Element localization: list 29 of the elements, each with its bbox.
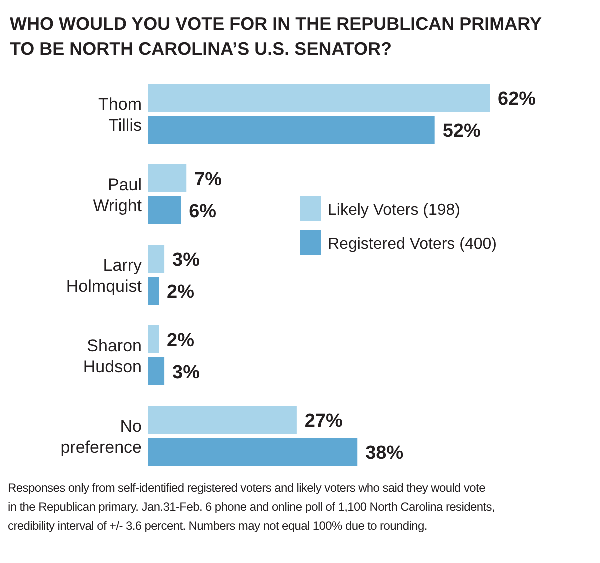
bar	[148, 326, 160, 354]
bar	[148, 406, 297, 434]
bar	[148, 164, 187, 192]
data-label: 6%	[189, 202, 217, 222]
y-tick-label: Larry Holmquist	[66, 256, 142, 296]
data-label: 3%	[172, 250, 200, 271]
y-tick-label: No preference	[60, 417, 142, 457]
bar	[148, 438, 358, 466]
bar	[148, 245, 165, 273]
y-tick-label: Paul Wright	[93, 176, 142, 216]
chart-title: WHO WOULD YOU VOTE FOR IN THE REPUBLICAN PRIMARY TO BE NORTH CAROLINA’S U.S. SENATOR?	[10, 14, 542, 59]
data-label: 2%	[167, 282, 195, 303]
data-label: 7%	[194, 170, 222, 190]
bar	[148, 84, 490, 112]
legend-label: Likely Voters (198)	[328, 202, 461, 219]
data-label: 38%	[366, 443, 404, 464]
data-label: 52%	[442, 121, 481, 142]
legend-label: Registered Voters (400)	[328, 236, 497, 253]
text: Responses only from self-identified registered voters and likely voters who said they would vote in the Republican primary. Jan.31-Feb. 6 phone and online poll of 1,100 North Carolina residents, credibility interval of +/- 3.6 percent. Numbers may not equal 100% due to rounding.	[8, 481, 495, 533]
bar	[148, 116, 435, 144]
bar	[148, 277, 160, 305]
data-label: 62%	[498, 89, 536, 110]
bar	[148, 196, 182, 224]
y-tick-label: Sharon Hudson	[83, 336, 142, 376]
data-label: 27%	[304, 411, 344, 432]
data-label: 3%	[172, 362, 200, 384]
data-label: 2%	[167, 330, 195, 352]
y-tick-label: Thom Tillis	[98, 95, 142, 135]
bar	[148, 358, 165, 386]
